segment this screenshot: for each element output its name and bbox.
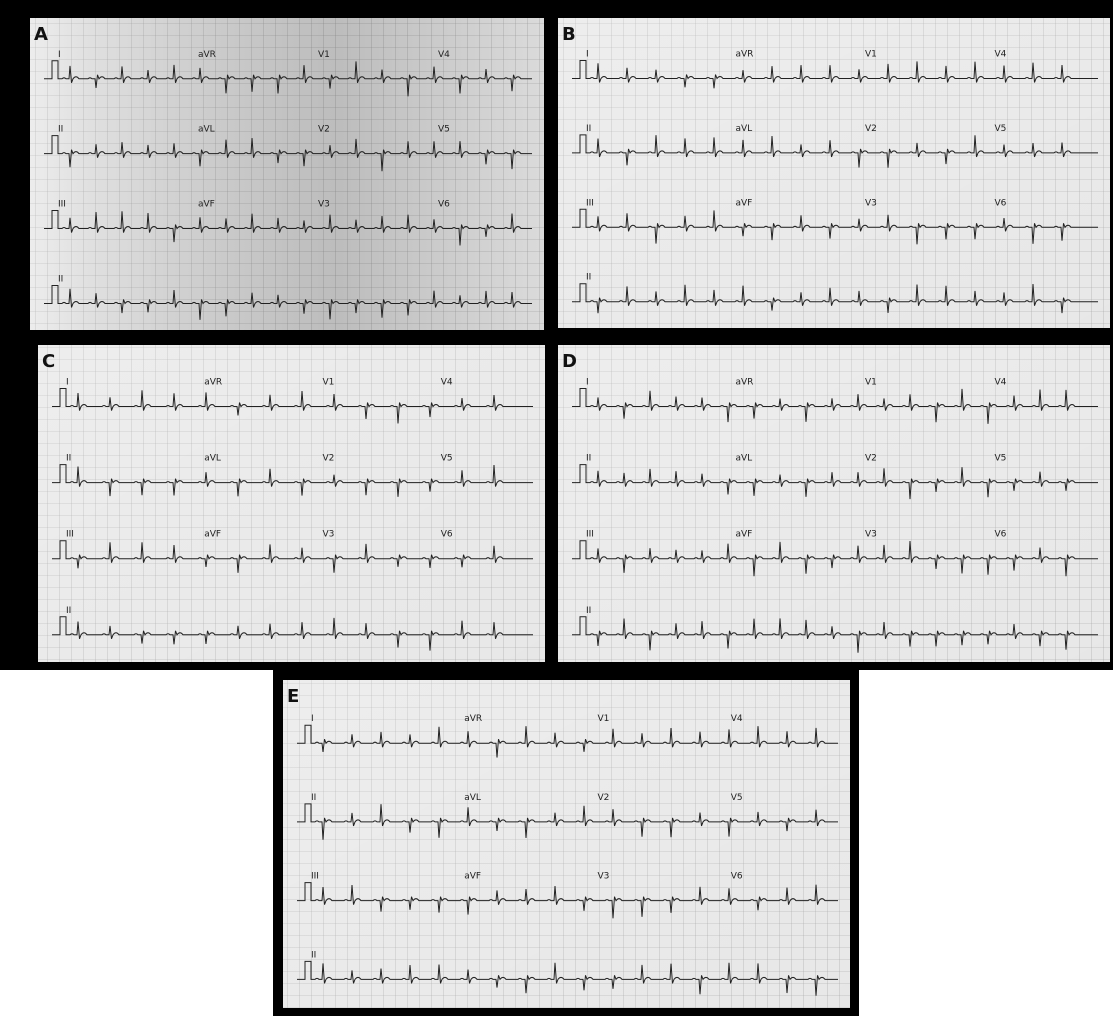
panel-letter: A xyxy=(34,24,48,45)
lead-label: aVR xyxy=(736,50,754,60)
lead-label: V1 xyxy=(598,714,610,724)
lead-label: III xyxy=(66,530,74,540)
paper-shading xyxy=(558,345,1110,662)
lead-label: II xyxy=(58,125,63,135)
lead-label: III xyxy=(58,200,66,210)
lead-label: II xyxy=(311,950,316,960)
lead-label: III xyxy=(311,872,319,882)
lead-label: II xyxy=(586,454,591,464)
lead-label: V1 xyxy=(318,50,330,60)
lead-label: V4 xyxy=(441,378,453,388)
lead-label: V2 xyxy=(865,124,877,134)
lead-label: aVL xyxy=(198,125,215,135)
lead-label: II xyxy=(66,454,71,464)
lead-label: aVF xyxy=(736,530,753,540)
panel-letter: C xyxy=(42,351,55,372)
lead-label: I xyxy=(58,50,61,60)
lead-label: II xyxy=(586,124,591,134)
lead-label: aVF xyxy=(736,198,753,208)
lead-label: aVL xyxy=(736,124,753,134)
lead-label: V2 xyxy=(598,793,610,803)
paper-shading xyxy=(558,18,1110,328)
lead-label: V6 xyxy=(441,530,453,540)
lead-label: II xyxy=(311,793,316,803)
lead-label: III xyxy=(586,198,594,208)
lead-label: V1 xyxy=(865,50,877,60)
lead-label: aVF xyxy=(464,872,481,882)
lead-label: II xyxy=(586,273,591,283)
lead-label: V2 xyxy=(865,454,877,464)
paper-shading xyxy=(38,345,545,662)
lead-label: V2 xyxy=(318,125,330,135)
lead-label: V3 xyxy=(323,530,335,540)
panel-letter: D xyxy=(562,351,577,372)
lead-label: I xyxy=(586,50,589,60)
lead-label: aVR xyxy=(736,378,754,388)
lead-label: V4 xyxy=(995,378,1007,388)
lead-label: V5 xyxy=(438,125,450,135)
lead-label: V3 xyxy=(598,872,610,882)
lead-label: aVL xyxy=(736,454,753,464)
paper-shading xyxy=(30,18,544,330)
panel-letter: B xyxy=(562,24,576,45)
lead-label: V6 xyxy=(995,530,1007,540)
lead-label: aVF xyxy=(198,200,215,210)
lead-label: V5 xyxy=(731,793,743,803)
lead-label: V1 xyxy=(865,378,877,388)
paper-shading xyxy=(283,680,850,1008)
lead-label: V6 xyxy=(438,200,450,210)
lead-label: V4 xyxy=(731,714,743,724)
lead-label: V3 xyxy=(865,530,877,540)
lead-label: III xyxy=(586,530,594,540)
lead-label: V2 xyxy=(323,454,335,464)
lead-label: aVR xyxy=(204,378,222,388)
lead-label: V4 xyxy=(995,50,1007,60)
lead-label: V4 xyxy=(438,50,450,60)
lead-label: aVR xyxy=(198,50,216,60)
lead-label: II xyxy=(66,606,71,616)
lead-label: aVL xyxy=(204,454,221,464)
panel-letter: E xyxy=(287,686,299,707)
lead-label: I xyxy=(586,378,589,388)
lead-label: V5 xyxy=(995,454,1007,464)
lead-label: I xyxy=(311,714,314,724)
lead-label: aVL xyxy=(464,793,481,803)
lead-label: V3 xyxy=(318,200,330,210)
lead-label: aVR xyxy=(464,714,482,724)
lead-label: V3 xyxy=(865,198,877,208)
lead-label: V1 xyxy=(323,378,335,388)
figure: AIaVRV1V4IIaVLV2V5IIIaVFV3V6IIBIaVRV1V4I… xyxy=(0,0,1113,1016)
lead-label: V6 xyxy=(731,872,743,882)
lead-label: I xyxy=(66,378,69,388)
lead-label: V5 xyxy=(441,454,453,464)
lead-label: V6 xyxy=(995,198,1007,208)
lead-label: aVF xyxy=(204,530,221,540)
lead-label: II xyxy=(58,274,63,284)
lead-label: V5 xyxy=(995,124,1007,134)
lead-label: II xyxy=(586,606,591,616)
